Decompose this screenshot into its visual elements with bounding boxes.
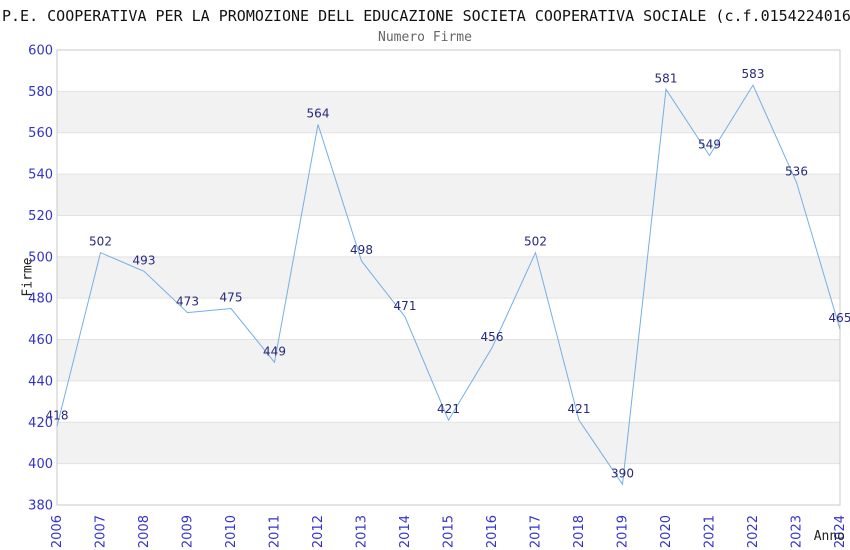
y-tick-label: 580 bbox=[28, 85, 53, 100]
x-tick-label: 2011 bbox=[268, 515, 283, 548]
data-label: 549 bbox=[698, 137, 721, 151]
x-tick-label: 2022 bbox=[746, 515, 761, 548]
y-tick-label: 420 bbox=[28, 416, 53, 431]
x-tick-label: 2013 bbox=[355, 515, 370, 548]
x-tick-label: 2018 bbox=[572, 515, 587, 548]
x-tick-label: 2020 bbox=[659, 515, 674, 548]
data-label: 583 bbox=[742, 67, 765, 81]
x-axis-title: Anno bbox=[813, 529, 845, 544]
y-axis-title: Firme bbox=[20, 257, 36, 297]
data-label: 475 bbox=[220, 291, 243, 305]
x-tick-label: 2008 bbox=[137, 515, 152, 548]
data-label: 456 bbox=[481, 330, 504, 344]
data-label: 581 bbox=[655, 71, 678, 85]
chart-title: P.E. COOPERATIVA PER LA PROMOZIONE DELL … bbox=[2, 7, 850, 25]
data-label: 536 bbox=[785, 164, 808, 178]
x-tick-label: 2015 bbox=[442, 515, 457, 548]
data-label: 421 bbox=[437, 402, 460, 416]
data-label: 471 bbox=[394, 299, 417, 313]
data-label: 421 bbox=[568, 402, 591, 416]
y-tick-label: 440 bbox=[28, 374, 53, 389]
data-label: 418 bbox=[46, 408, 69, 422]
y-tick-label: 560 bbox=[28, 126, 53, 141]
x-tick-label: 2006 bbox=[50, 515, 65, 548]
plot-border bbox=[56, 49, 841, 506]
y-tick-label: 500 bbox=[28, 250, 53, 265]
y-tick-label: 600 bbox=[28, 44, 53, 59]
y-tick-label: 400 bbox=[28, 457, 53, 472]
data-label: 493 bbox=[133, 253, 156, 267]
x-tick-label: 2023 bbox=[790, 515, 805, 548]
data-label: 502 bbox=[524, 235, 547, 249]
data-label: 502 bbox=[89, 235, 112, 249]
plot-band bbox=[57, 174, 840, 216]
plot-band bbox=[57, 339, 840, 381]
x-tick-label: 2014 bbox=[398, 515, 413, 548]
x-tick-label: 2009 bbox=[181, 515, 196, 548]
data-label: 390 bbox=[611, 466, 634, 480]
series-line bbox=[56, 84, 841, 486]
x-tick-label: 2019 bbox=[616, 515, 631, 548]
data-label: 498 bbox=[350, 243, 373, 257]
y-tick-label: 380 bbox=[28, 499, 53, 514]
x-tick-label: 2024 bbox=[833, 515, 848, 548]
y-tick-label: 540 bbox=[28, 168, 53, 183]
y-tick-label: 520 bbox=[28, 209, 53, 224]
chart-subtitle: Numero Firme bbox=[378, 30, 472, 45]
data-label: 564 bbox=[307, 106, 330, 120]
data-label: 449 bbox=[263, 344, 286, 358]
data-label: 465 bbox=[829, 311, 850, 325]
x-tick-label: 2017 bbox=[529, 515, 544, 548]
x-tick-label: 2010 bbox=[224, 515, 239, 548]
x-tick-label: 2021 bbox=[703, 515, 718, 548]
y-tick-label: 460 bbox=[28, 333, 53, 348]
y-tick-label: 480 bbox=[28, 292, 53, 307]
x-tick-label: 2007 bbox=[94, 515, 109, 548]
x-tick-label: 2012 bbox=[311, 515, 326, 548]
plot-band bbox=[57, 256, 840, 299]
plot-band bbox=[57, 422, 840, 464]
x-tick-label: 2016 bbox=[485, 515, 500, 548]
plot-band bbox=[57, 91, 840, 133]
data-label: 473 bbox=[176, 295, 199, 309]
